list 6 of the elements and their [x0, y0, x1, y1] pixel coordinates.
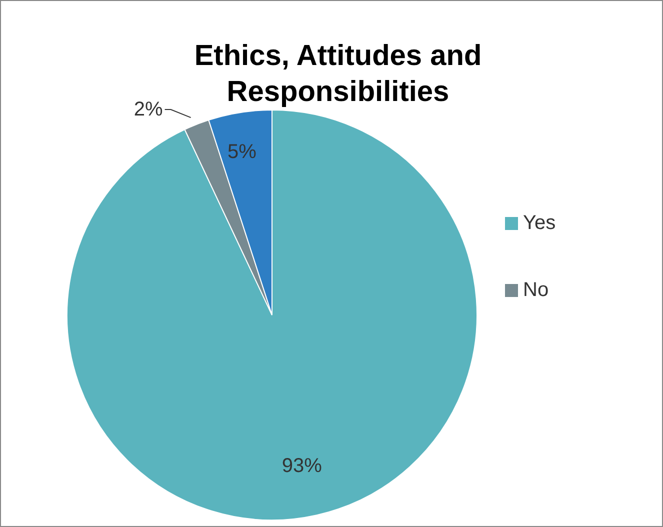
chart-title: Ethics, Attitudes and Responsibilities: [193, 39, 483, 110]
data-label: 93%: [282, 455, 322, 478]
data-label: 5%: [228, 141, 257, 164]
data-label: 2%: [134, 98, 164, 121]
legend-label: Yes: [523, 212, 556, 234]
legend-label: No: [523, 278, 549, 302]
